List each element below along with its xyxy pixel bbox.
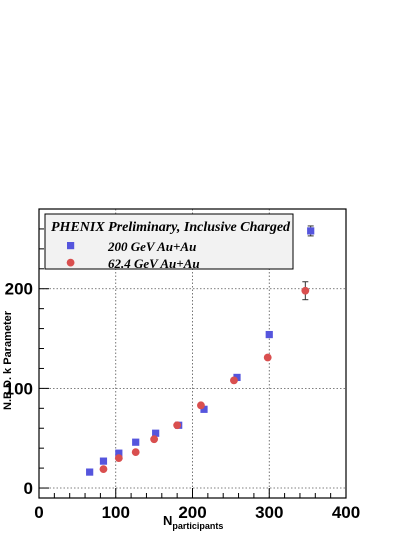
data-point-circle bbox=[301, 286, 310, 295]
x-tick-label: 200 bbox=[178, 503, 206, 522]
y-tick-label: 0 bbox=[24, 479, 33, 498]
x-tick-label: 300 bbox=[255, 503, 283, 522]
x-axis-label: Nparticipants bbox=[163, 513, 223, 531]
legend: PHENIX Preliminary, Inclusive Charged 20… bbox=[44, 213, 294, 271]
data-point-square bbox=[233, 373, 241, 382]
axis-ticks bbox=[38, 208, 347, 498]
grid-lines bbox=[39, 209, 346, 498]
legend-entry-label: 62.4 GeV Au+Au bbox=[108, 256, 200, 271]
data-point-circle bbox=[114, 454, 123, 463]
legend-header: PHENIX Preliminary, Inclusive Charged bbox=[51, 220, 291, 235]
data-point-square bbox=[99, 457, 108, 465]
data-point-circle bbox=[263, 353, 272, 362]
data-point-circle bbox=[173, 421, 182, 430]
y-axis-label: N.B.D. k Parameter bbox=[2, 310, 14, 410]
data-point-square bbox=[86, 468, 94, 476]
data-point-circle bbox=[230, 376, 238, 385]
x-axis-label-subscript: participants bbox=[172, 521, 223, 531]
data-point-square bbox=[265, 330, 273, 339]
legend-entries: 200 GeV Au+Au 62.4 GeV Au+Au bbox=[66, 239, 200, 271]
legend-marker-square bbox=[67, 242, 75, 250]
data-points bbox=[86, 225, 315, 476]
y-tick-label: 200 bbox=[5, 280, 33, 299]
x-tick-label: 100 bbox=[102, 503, 130, 522]
x-tick-label: 400 bbox=[332, 503, 360, 522]
x-tick-label: 0 bbox=[34, 503, 43, 522]
legend-entry-label: 200 GeV Au+Au bbox=[107, 239, 196, 254]
data-point-circle bbox=[131, 448, 140, 457]
data-point-circle bbox=[99, 465, 108, 473]
data-point-square bbox=[152, 429, 160, 437]
data-point-square bbox=[307, 227, 315, 235]
data-point-circle bbox=[150, 435, 159, 444]
data-point-square bbox=[200, 405, 208, 413]
x-axis-label-main: N bbox=[163, 513, 172, 528]
data-point-circle bbox=[197, 401, 205, 410]
data-point-square bbox=[132, 438, 140, 446]
data-point-square bbox=[115, 449, 123, 457]
tick-labels: 0 100 200 300 400 0 100 200 bbox=[5, 280, 361, 522]
legend-box bbox=[44, 213, 294, 270]
y-tick-label: 100 bbox=[5, 379, 33, 398]
legend-marker-circle bbox=[66, 258, 75, 267]
